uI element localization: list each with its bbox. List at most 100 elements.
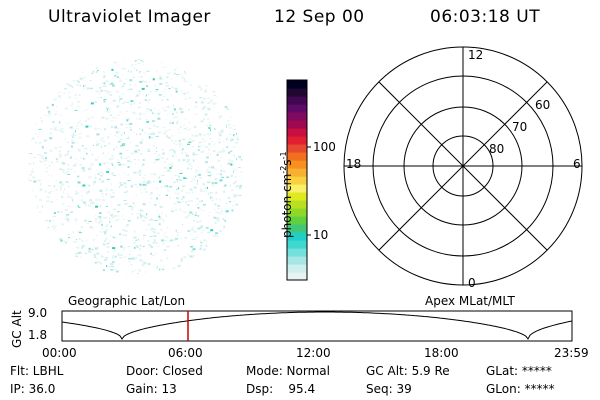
image-speckle (86, 222, 89, 224)
image-speckle (114, 125, 117, 128)
image-speckle (192, 238, 196, 240)
image-speckle (149, 202, 151, 204)
image-speckle (67, 150, 70, 153)
image-speckle (75, 239, 77, 241)
image-speckle (167, 190, 171, 192)
image-speckle (103, 82, 106, 85)
image-speckle (196, 182, 198, 185)
image-speckle (74, 93, 77, 96)
image-speckle (43, 139, 47, 142)
image-speckle (186, 143, 190, 145)
image-speckle (139, 185, 142, 187)
image-speckle (193, 220, 196, 221)
image-speckle (172, 121, 174, 124)
image-speckle (170, 170, 172, 172)
image-speckle (111, 266, 114, 268)
image-speckle (131, 213, 134, 216)
image-speckle (74, 98, 77, 99)
image-speckle (129, 142, 131, 144)
image-speckle (215, 211, 218, 213)
image-speckle (57, 211, 59, 214)
image-speckle (115, 71, 119, 74)
image-speckle (118, 263, 121, 265)
image-speckle (76, 192, 77, 195)
image-speckle (141, 138, 144, 141)
image-speckle (237, 185, 241, 187)
image-speckle (214, 209, 216, 210)
image-speckle (110, 82, 114, 85)
image-speckle (133, 236, 137, 239)
image-speckle (236, 158, 238, 161)
image-speckle (130, 100, 134, 103)
image-speckle (165, 84, 169, 87)
image-speckle (195, 134, 198, 137)
image-speckle (138, 210, 140, 212)
image-speckle (139, 209, 142, 211)
image-speckle (122, 74, 124, 76)
image-speckle (191, 213, 194, 215)
image-speckle (119, 100, 121, 103)
image-speckle (124, 185, 127, 187)
image-speckle (100, 97, 103, 99)
image-speckle (159, 82, 163, 85)
image-speckle (114, 268, 116, 271)
image-speckle (78, 232, 82, 234)
image-speckle (148, 243, 151, 246)
image-speckle (44, 152, 47, 154)
image-speckle (159, 268, 161, 271)
image-speckle (210, 229, 214, 232)
image-speckle (214, 127, 216, 130)
image-speckle (162, 268, 165, 270)
image-speckle (85, 204, 87, 206)
image-speckle (130, 185, 133, 188)
image-speckle (173, 104, 174, 107)
image-speckle (238, 156, 241, 159)
image-speckle (106, 189, 108, 192)
image-speckle (76, 190, 78, 192)
image-speckle (176, 120, 180, 122)
image-speckle (85, 239, 87, 242)
image-speckle (107, 211, 110, 214)
image-speckle (58, 121, 60, 124)
image-speckle (121, 93, 125, 95)
image-speckle (117, 141, 121, 143)
image-speckle (70, 196, 73, 199)
image-speckle (145, 224, 147, 226)
image-speckle (164, 232, 166, 234)
image-speckle (202, 183, 205, 186)
image-speckle (122, 229, 126, 232)
image-speckle (105, 110, 108, 113)
image-speckle (134, 60, 137, 62)
image-speckle (212, 216, 214, 218)
image-speckle (28, 177, 30, 180)
image-speckle (156, 265, 158, 268)
image-speckle (200, 101, 204, 104)
image-speckle (48, 165, 52, 167)
image-speckle (77, 105, 80, 107)
image-speckle (114, 215, 117, 217)
color-bar-segment (287, 208, 307, 217)
image-speckle (149, 91, 152, 93)
image-speckle (44, 163, 46, 165)
image-speckle (149, 181, 152, 184)
image-speckle (149, 81, 151, 83)
image-speckle (38, 199, 42, 201)
image-speckle (217, 212, 219, 213)
image-speckle (237, 134, 239, 137)
image-speckle (105, 192, 107, 195)
image-speckle (205, 187, 206, 189)
color-bar-segment (287, 112, 307, 121)
image-speckle (148, 93, 150, 95)
image-speckle (200, 146, 202, 148)
image-speckle (107, 251, 109, 254)
image-speckle (156, 151, 158, 152)
image-speckle (210, 99, 214, 102)
lat-label-70: 70 (512, 120, 528, 134)
image-speckle (110, 162, 113, 165)
image-speckle (120, 177, 122, 179)
image-speckle (235, 203, 239, 206)
image-speckle (124, 230, 128, 232)
image-speckle (59, 146, 62, 148)
image-speckle (47, 227, 50, 228)
image-speckle (58, 168, 62, 170)
